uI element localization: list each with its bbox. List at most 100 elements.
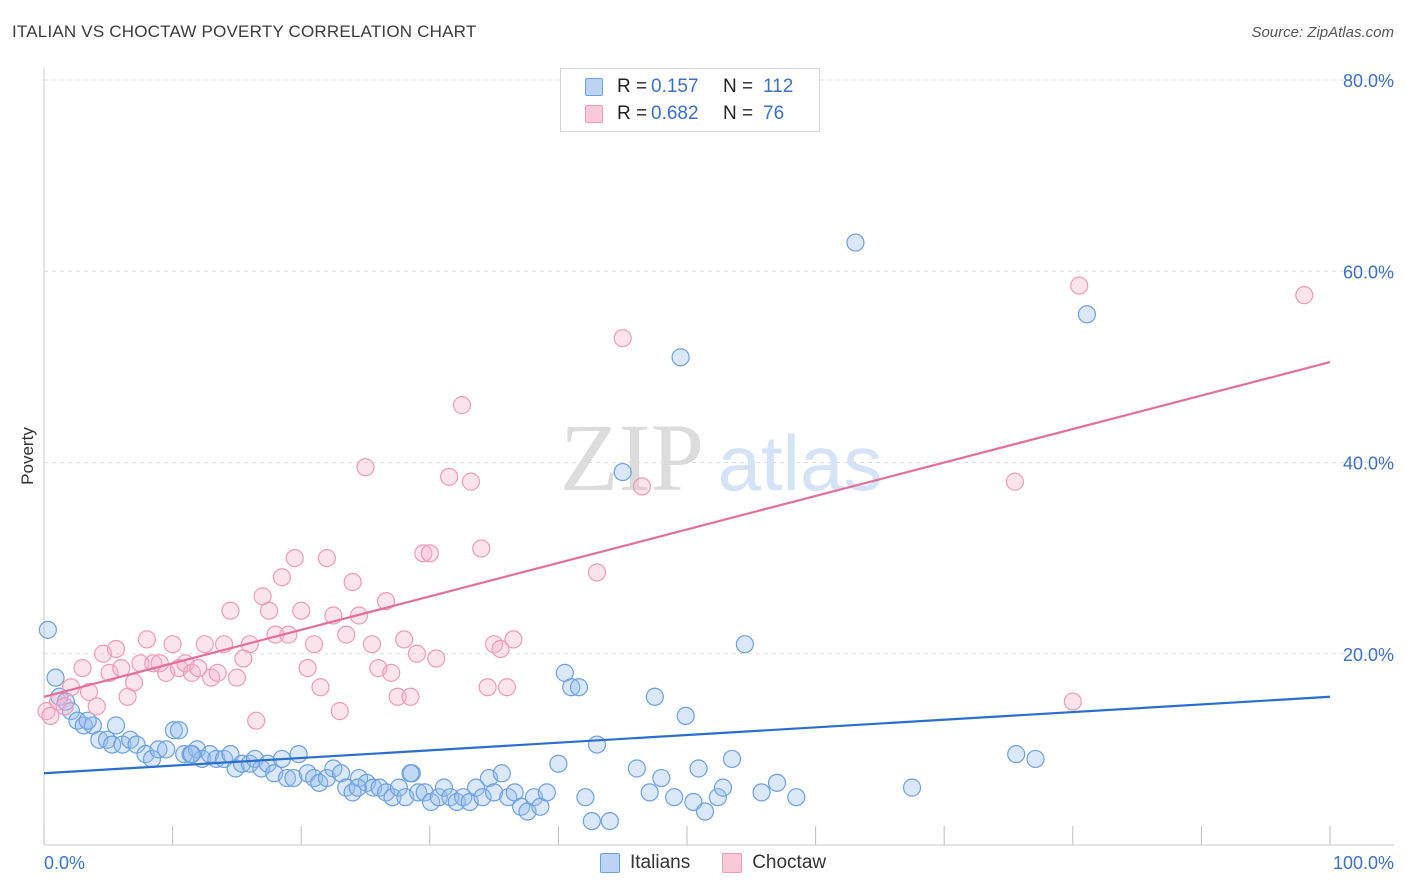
- trendlines: [43, 361, 1331, 775]
- choctaw-point: [247, 711, 266, 730]
- legend-r-label: R =: [617, 76, 648, 97]
- italian-point: [409, 783, 428, 802]
- italian-point: [676, 706, 695, 726]
- choctaw-point: [55, 697, 74, 716]
- choctaw-point: [478, 678, 497, 697]
- choctaw-point: [427, 649, 446, 668]
- choctaw-point: [362, 635, 382, 654]
- legend-box: R = 0.157 N = 112 R = 0.682 N = 76: [560, 68, 820, 132]
- italian-point: [485, 783, 504, 802]
- choctaw-point: [1005, 472, 1025, 491]
- italian-point: [103, 735, 122, 754]
- choctaw-point: [394, 630, 414, 649]
- bottom-legend-label-choctaw: Choctaw: [752, 852, 827, 873]
- legend-row-choctaw: R = 0.682 N = 76: [585, 101, 784, 127]
- x-tick-label-min: 0.0%: [44, 853, 85, 873]
- choctaw-point: [330, 702, 349, 721]
- chart-title: ITALIAN VS CHOCTAW POVERTY CORRELATION C…: [12, 22, 477, 41]
- italian-point: [383, 788, 402, 807]
- legend-n-value: 112: [763, 76, 794, 97]
- watermark-atlas: atlas: [718, 419, 883, 507]
- choctaw-point: [343, 572, 362, 592]
- italian-point: [645, 687, 664, 706]
- choctaw-point: [227, 668, 246, 687]
- choctaw-point: [292, 601, 311, 620]
- italian-point: [1077, 305, 1097, 324]
- bottom-legend-italians: Italians: [600, 852, 690, 874]
- italian-point: [1007, 745, 1026, 764]
- italian-point: [348, 778, 367, 797]
- italian-point: [157, 740, 176, 759]
- italian-point: [434, 778, 454, 797]
- choctaw-point: [472, 539, 491, 558]
- italian-point: [537, 783, 556, 802]
- italian-point: [78, 711, 97, 730]
- italian-point: [289, 745, 308, 764]
- legend-n-value: 76: [763, 103, 785, 124]
- italian-point: [902, 778, 922, 797]
- choctaw-point: [491, 639, 510, 659]
- italian-point: [549, 754, 568, 773]
- choctaw-point: [356, 458, 375, 477]
- legend-swatch-choctaw: [585, 105, 603, 123]
- choctaw-point: [124, 673, 144, 692]
- choctaw-point: [100, 663, 119, 682]
- italian-point: [722, 749, 742, 769]
- choctaw-point: [452, 396, 472, 415]
- italian-point: [713, 778, 733, 797]
- trendline-italians: [43, 695, 1331, 775]
- legend-n-label: N =: [723, 76, 754, 97]
- italian-point: [569, 678, 589, 697]
- legend-r-label: R =: [617, 103, 648, 124]
- gridlines: [44, 79, 1394, 655]
- italian-point: [735, 635, 754, 654]
- italian-point: [587, 735, 607, 754]
- italian-point: [600, 811, 619, 831]
- italian-point: [846, 233, 865, 252]
- choctaw-point: [382, 663, 401, 682]
- legend-r-value: 0.682: [651, 103, 699, 124]
- italian-point: [767, 773, 787, 792]
- choctaw-point: [285, 549, 304, 568]
- italian-point: [652, 768, 671, 788]
- italian-point: [708, 788, 727, 807]
- italian-point: [415, 783, 434, 802]
- italian-point: [164, 721, 183, 740]
- italian-point: [149, 740, 168, 759]
- legend-r-value: 0.157: [651, 76, 699, 97]
- choctaw-point: [163, 635, 182, 654]
- italian-point: [689, 759, 708, 778]
- choctaw-point: [259, 601, 279, 620]
- choctaw-point: [587, 563, 607, 582]
- italian-point: [466, 778, 486, 797]
- x-tick-label-max: 100.0%: [1333, 853, 1394, 873]
- choctaw-point: [106, 639, 126, 659]
- y-tick-label: 60.0%: [1343, 262, 1394, 282]
- italian-point: [106, 716, 126, 735]
- italian-point: [562, 678, 581, 697]
- choctaw-point: [208, 663, 227, 682]
- italian-point: [787, 788, 806, 807]
- y-tick-label: 80.0%: [1343, 71, 1394, 91]
- choctaw-point: [1070, 276, 1089, 295]
- watermark: ZIP atlas: [560, 404, 882, 511]
- italian-point: [284, 768, 303, 788]
- bottom-legend: Italians Choctaw: [600, 852, 858, 874]
- choctaw-point: [337, 625, 356, 644]
- bottom-legend-swatch-choctaw: [722, 853, 743, 873]
- choctaw-point: [87, 697, 106, 716]
- choctaw-point: [1063, 692, 1082, 711]
- italian-point: [576, 788, 595, 807]
- choctaw-point: [304, 635, 324, 654]
- choctaw-point: [79, 682, 99, 702]
- italian-point: [752, 783, 771, 802]
- choctaw-point: [388, 687, 407, 706]
- italian-point: [38, 620, 57, 639]
- choctaw-point: [613, 329, 632, 348]
- choctaw-point: [376, 592, 396, 611]
- choctaw-point: [272, 568, 292, 587]
- choctaw-point: [137, 630, 156, 649]
- italian-point: [640, 783, 659, 802]
- italian-point: [627, 759, 646, 778]
